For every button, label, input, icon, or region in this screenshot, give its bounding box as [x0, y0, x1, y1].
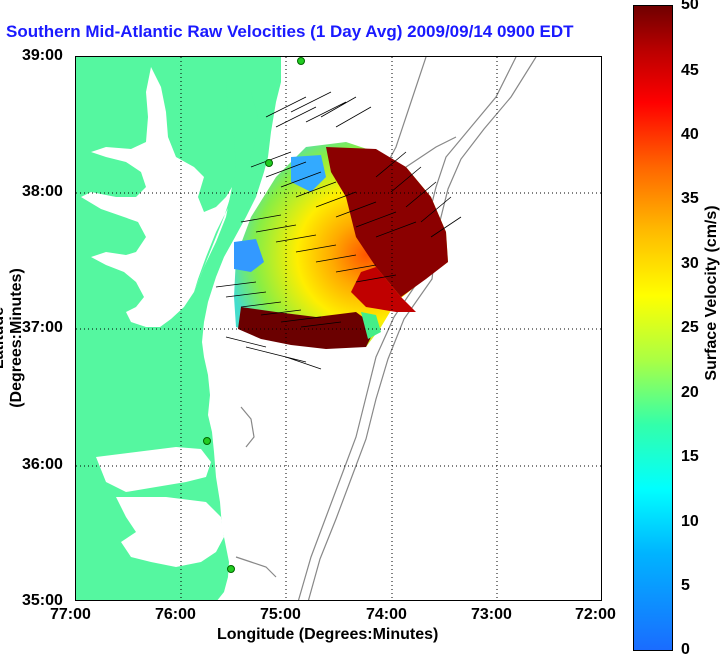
colorbar-tick: 35 — [681, 190, 699, 207]
x-tick-label: 77:00 — [50, 606, 91, 623]
colorbar-tick: 20 — [681, 384, 699, 401]
chesapeake-bay — [81, 67, 232, 327]
colorbar-tick: 45 — [681, 62, 699, 79]
radar-stations — [203, 57, 305, 573]
colorbar-tick: 0 — [681, 641, 690, 658]
x-tick-label: 74:00 — [366, 606, 407, 623]
colorbar-tick: 10 — [681, 513, 699, 530]
colorbar-tick: 5 — [681, 577, 690, 594]
colorbar — [633, 5, 673, 651]
station-marker — [203, 437, 211, 445]
y-tick-label: 39:00 — [22, 47, 63, 64]
pamlico-sound — [116, 497, 224, 567]
x-tick-label: 76:00 — [155, 606, 196, 623]
delmarva-peninsula — [194, 82, 258, 292]
colorbar-gradient — [634, 6, 672, 650]
x-tick-label: 73:00 — [471, 606, 512, 623]
colorbar-tick: 15 — [681, 448, 699, 465]
colorbar-tick: 50 — [681, 0, 699, 13]
x-axis-label: Longitude (Degrees:Minutes) — [217, 626, 439, 643]
x-tick-label: 72:00 — [575, 606, 616, 623]
colorbar-tick: 30 — [681, 255, 699, 272]
y-tick-label: 38:00 — [22, 183, 63, 200]
velocity-field — [234, 142, 448, 349]
velocity-vectors — [215, 91, 462, 370]
map-canvas — [76, 57, 601, 600]
map-title-text: Southern Mid-Atlantic Raw Velocities (1 … — [6, 22, 574, 41]
y-tick-label: 36:00 — [22, 456, 63, 473]
y-tick-label: 35:00 — [22, 592, 63, 609]
map-title: Southern Mid-Atlantic Raw Velocities (1 … — [6, 22, 574, 42]
station-marker — [297, 57, 305, 65]
x-tick-label: 75:00 — [260, 606, 301, 623]
y-axis-label: Latitude (Degrees:Minutes) — [0, 268, 25, 408]
albemarle-sound — [96, 447, 211, 492]
grid-lines — [76, 57, 601, 600]
y-tick-label: 37:00 — [22, 319, 63, 336]
map-plot-area[interactable] — [75, 56, 602, 601]
colorbar-tick: 25 — [681, 319, 699, 336]
colorbar-label: Surface Velocity (cm/s) — [703, 205, 720, 381]
station-marker — [265, 159, 273, 167]
colorbar-tick: 40 — [681, 126, 699, 143]
station-marker — [227, 565, 235, 573]
